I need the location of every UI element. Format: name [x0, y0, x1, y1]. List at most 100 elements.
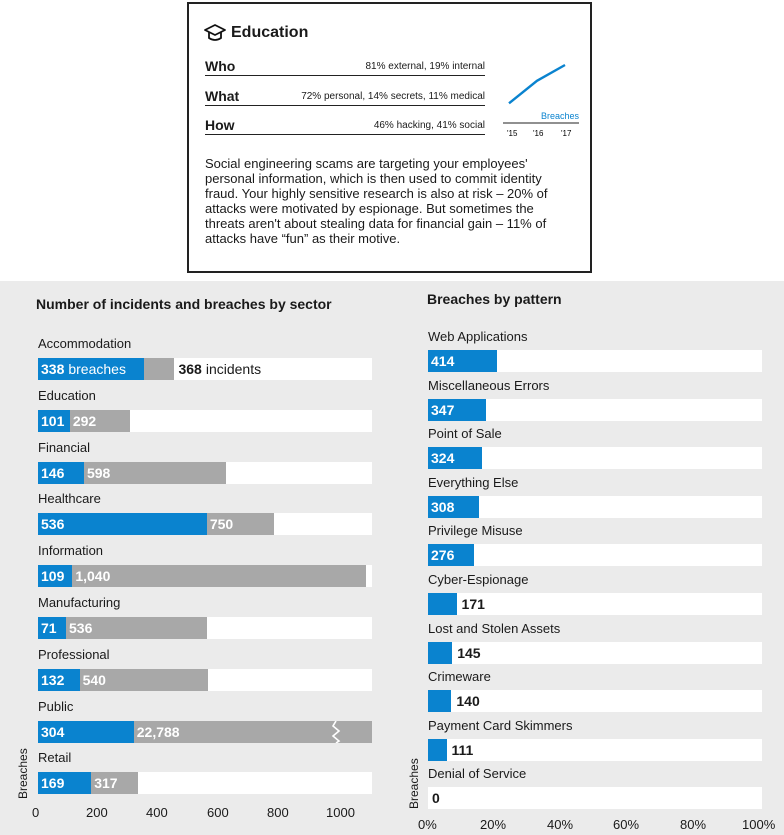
pattern-bar [428, 593, 457, 615]
incidents-value: 750 [210, 516, 233, 532]
x-tick-label: 0% [418, 817, 437, 832]
x-tick-label: 800 [267, 805, 289, 820]
breaches-number: 132 [41, 671, 65, 688]
bar-track [428, 495, 762, 518]
pattern-label: Cyber-Espionage [428, 572, 529, 587]
card-row-what: What 72% personal, 14% secrets, 11% medi… [205, 86, 485, 106]
pattern-bar [428, 641, 453, 664]
pattern-value: 171 [461, 596, 485, 612]
x-tick-label: 400 [146, 805, 168, 820]
pattern-bar [428, 447, 483, 470]
pattern-bar [428, 690, 452, 713]
breaches-value: 536 [41, 516, 64, 532]
incidents-number: 536 [69, 620, 93, 636]
pattern-label: Web Applications [428, 329, 528, 344]
pattern-value: 347 [431, 401, 455, 418]
breaches-value: 169 [41, 775, 64, 791]
incidents-value: 368 incidents [178, 361, 261, 377]
bar-track [428, 738, 762, 761]
pattern-label: Lost and Stolen Assets [428, 620, 561, 636]
axis-break-mark [331, 720, 341, 743]
incidents-number: 750 [209, 516, 234, 533]
x-tick-label: 0 [32, 805, 40, 820]
x-tick-label: 600 [207, 805, 229, 820]
breaches-bar [38, 409, 70, 432]
breaches-bar [38, 617, 66, 639]
x-tick-label: 60% [613, 817, 640, 832]
pattern-value: 0 [432, 790, 440, 807]
sector-label: Accommodation [38, 336, 132, 351]
pattern-value: 111 [451, 741, 474, 758]
breaches-number: 304 [41, 723, 65, 740]
sector-label: Financial [38, 439, 91, 455]
breaches-bar [38, 772, 92, 795]
incidents-value: 292 [73, 413, 96, 429]
pattern-bar [428, 738, 447, 761]
card-row-who: Who 81% external, 19% internal [205, 56, 485, 76]
incidents-value: 22,788 [137, 724, 180, 740]
pattern-label: Point of Sale [428, 426, 502, 442]
incidents-number: 292 [72, 412, 97, 429]
incidents-bar [38, 617, 207, 639]
breaches-bar [38, 720, 134, 743]
card-title: Education [231, 24, 309, 41]
incidents-bar [38, 461, 227, 484]
incidents-number: 540 [82, 671, 106, 688]
bar-track [428, 544, 762, 567]
x-tick-label: 1000 [326, 805, 355, 820]
sector-label: Professional [38, 646, 110, 662]
breaches-bar [38, 513, 207, 536]
pattern-label: Payment Card Skimmers [428, 717, 573, 733]
mini-chart-label: Breaches [541, 111, 580, 121]
pattern-bar [428, 350, 498, 372]
pattern-bar [428, 398, 486, 421]
pattern-value: 324 [431, 450, 455, 467]
row-value: 46% hacking, 41% social [373, 120, 485, 131]
pattern-label: Miscellaneous Errors [428, 377, 550, 393]
x-tick-label: 20% [480, 817, 507, 832]
breaches-value: 338 breaches [41, 361, 126, 377]
x-tick-label: 100% [742, 817, 776, 832]
pattern-bar [428, 544, 475, 567]
breaches-trend-mini-chart: Breaches '15 '16 '17 [503, 63, 580, 138]
incidents-bar [38, 565, 366, 588]
sector-chart-title: Number of incidents and breaches by sect… [36, 296, 332, 312]
pattern-label: Crimeware [428, 669, 491, 685]
sector-label: Manufacturing [38, 595, 121, 610]
incidents-unit: incidents [205, 361, 262, 377]
breaches-number: 109 [41, 568, 65, 585]
bar-track [428, 787, 762, 810]
x-tick-label: 200 [86, 805, 108, 820]
breaches-value: 101 [41, 413, 64, 429]
pattern-value: 414 [431, 353, 455, 369]
row-key: Who [205, 58, 236, 74]
bar-track [428, 447, 762, 470]
card-paragraph: Social engineering scams are targeting y… [205, 156, 548, 246]
x-tick-label: 40% [547, 817, 574, 832]
incidents-value: 317 [94, 775, 117, 791]
bar-track [428, 641, 762, 664]
breaches-bar [38, 565, 73, 588]
charts-panel: Number of incidents and breaches by sect… [0, 281, 784, 835]
bar-track [428, 398, 762, 421]
breaches-value: 304 [41, 724, 64, 740]
pattern-value: 276 [431, 547, 455, 564]
pattern-y-axis-label: Breaches [407, 758, 421, 809]
row-value: 72% personal, 14% secrets, 11% medical [301, 91, 485, 102]
year-label: '17 [561, 129, 572, 138]
bar-track [428, 690, 762, 713]
incidents-number: 22,788 [136, 723, 180, 740]
incidents-value: 598 [87, 465, 110, 481]
incidents-number: 368 [178, 361, 202, 377]
graduation-cap-icon [204, 24, 226, 41]
breaches-value: 71 [41, 620, 57, 636]
sector-label: Education [38, 387, 96, 403]
sector-label: Healthcare [38, 491, 101, 507]
breaches-value: 132 [41, 672, 64, 688]
incidents-number: 1,040 [75, 568, 111, 585]
breaches-number: 146 [41, 464, 65, 481]
x-tick-label: 80% [680, 817, 707, 832]
incidents-value: 536 [69, 620, 92, 636]
row-key: How [205, 117, 235, 133]
pattern-bar [428, 495, 480, 518]
